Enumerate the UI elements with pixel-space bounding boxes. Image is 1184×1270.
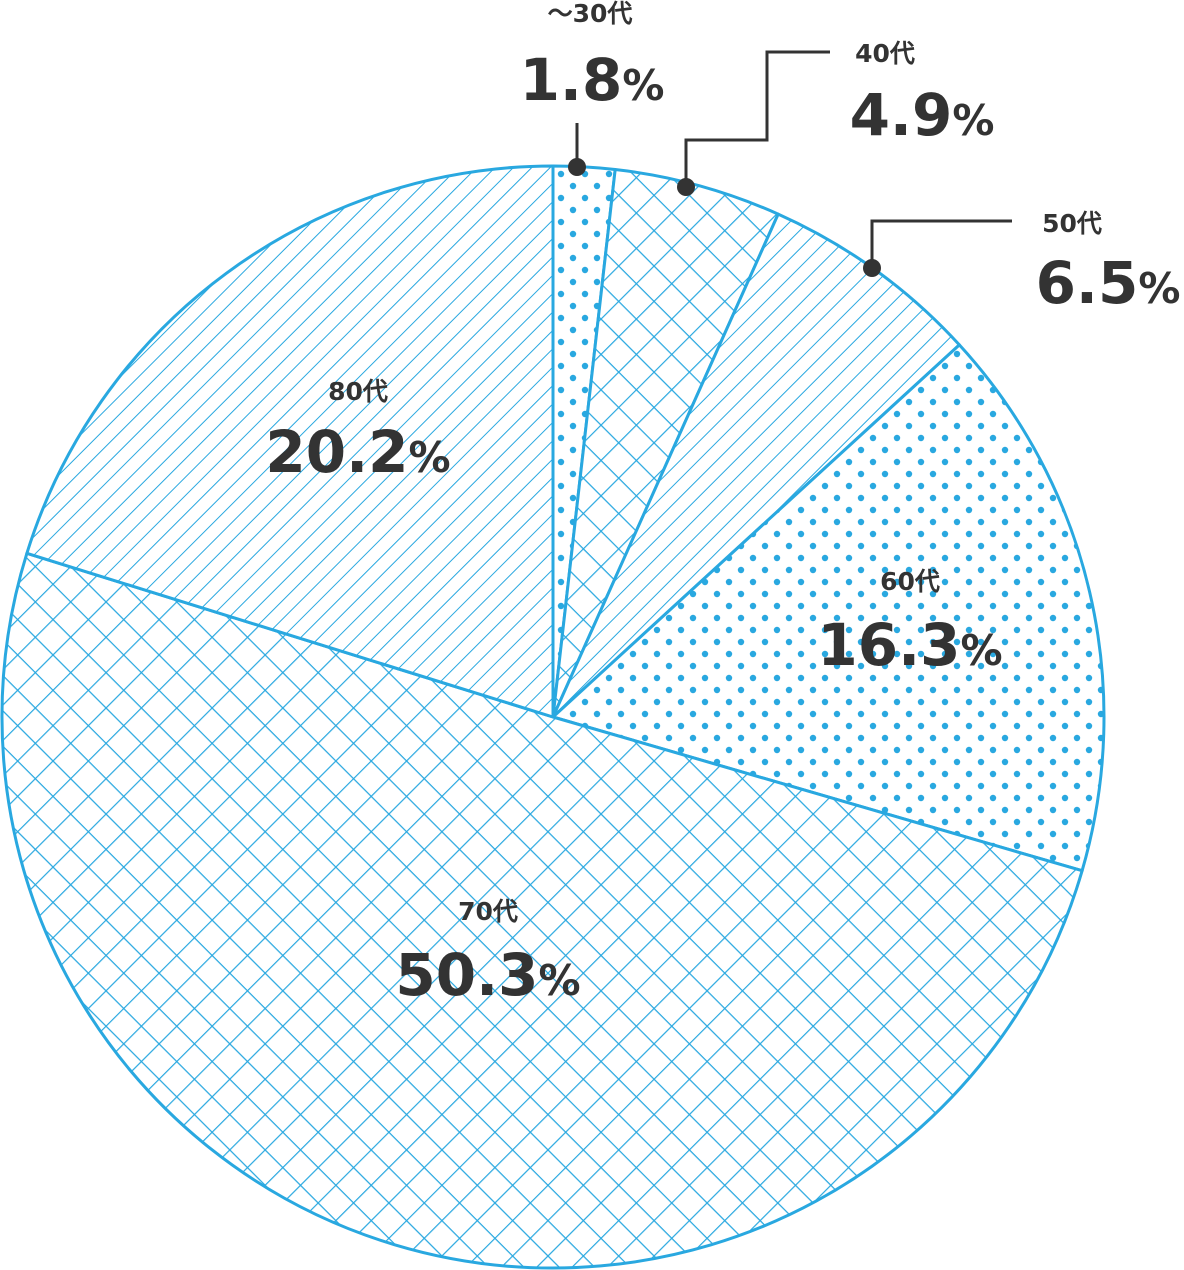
pie-slice-1 bbox=[551, 168, 780, 719]
slice-label-5: 80代 bbox=[328, 377, 388, 406]
slice-value-1: 4.9% bbox=[850, 81, 995, 149]
slice-label-4: 70代 bbox=[458, 897, 518, 926]
slice-value-4: 50.3% bbox=[395, 941, 580, 1009]
slice-label-1: 40代 bbox=[855, 39, 915, 68]
percent-sign: % bbox=[409, 433, 451, 482]
leader-dot-1 bbox=[677, 178, 695, 196]
slice-label-0: ～30代 bbox=[548, 0, 633, 28]
pie-slice-3 bbox=[551, 343, 1106, 873]
leader-line-2 bbox=[870, 219, 1012, 268]
callout-leaders bbox=[568, 50, 1012, 277]
slice-value-3: 16.3% bbox=[817, 611, 1002, 679]
leader-dot-0 bbox=[568, 158, 586, 176]
slice-label-2: 50代 bbox=[1042, 209, 1102, 238]
leader-dot-2 bbox=[863, 259, 881, 277]
pie-slices bbox=[0, 164, 1106, 1270]
slice-labels: ～30代 1.8% 40代 4.9% 50代 6.5% 60代 16.3% 70代 50.3% 80… bbox=[265, 0, 1180, 1009]
slice-value-0: 1.8% bbox=[520, 46, 665, 114]
percent-sign: % bbox=[622, 61, 664, 110]
percent-sign: % bbox=[952, 96, 994, 145]
percent-sign: % bbox=[1138, 264, 1180, 313]
percent-sign: % bbox=[539, 956, 581, 1005]
percent-sign: % bbox=[961, 626, 1003, 675]
pie-slice-4 bbox=[0, 551, 1084, 1270]
slice-label-3: 60代 bbox=[880, 567, 940, 596]
leader-line-1 bbox=[684, 50, 830, 187]
pie-slice-5 bbox=[25, 164, 555, 719]
slice-value-2: 6.5% bbox=[1036, 249, 1181, 317]
slice-value-5: 20.2% bbox=[265, 418, 450, 486]
